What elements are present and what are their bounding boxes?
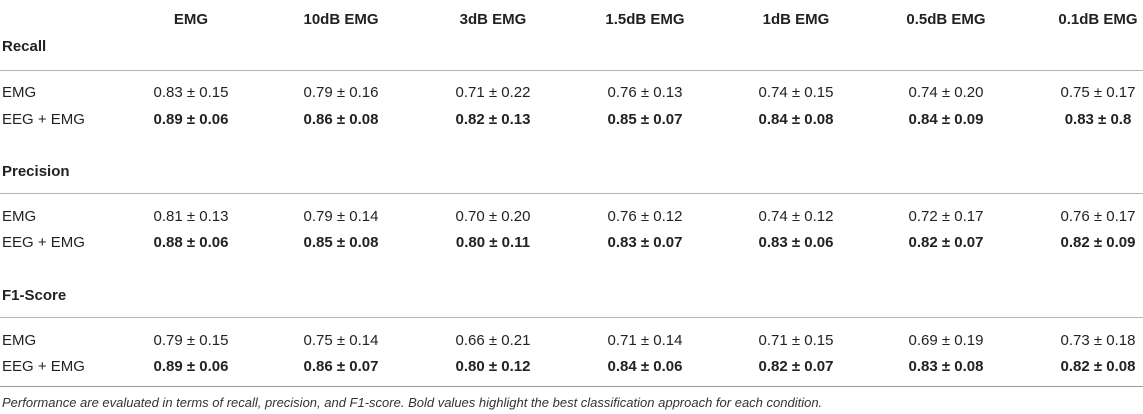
cell-precision-eeg-emg-5: 0.83 ± 0.06 [758, 234, 834, 251]
row-label-recall-eeg-emg: EEG + EMG [2, 111, 85, 128]
cell-f1-emg-7: 0.73 ± 0.18 [1060, 332, 1136, 349]
cell-precision-emg-7: 0.76 ± 0.17 [1060, 208, 1136, 225]
cell-recall-eeg-emg-5: 0.84 ± 0.08 [758, 111, 834, 128]
section-title-recall: Recall [2, 38, 47, 55]
divider-recall [0, 70, 1143, 71]
cell-recall-emg-1: 0.83 ± 0.15 [153, 84, 229, 101]
cell-precision-eeg-emg-6: 0.82 ± 0.07 [908, 234, 984, 251]
cell-f1-emg-1: 0.79 ± 0.15 [153, 332, 229, 349]
col-header-1db-emg: 1dB EMG [762, 11, 830, 28]
cell-f1-emg-4: 0.71 ± 0.14 [607, 332, 683, 349]
row-label-precision-eeg-emg: EEG + EMG [2, 234, 85, 251]
cell-precision-eeg-emg-4: 0.83 ± 0.07 [607, 234, 683, 251]
cell-recall-emg-4: 0.76 ± 0.13 [607, 84, 683, 101]
row-label-recall-emg: EMG [2, 84, 37, 101]
col-header-emg: EMG [173, 11, 209, 28]
col-header-3db-emg: 3dB EMG [459, 11, 527, 28]
cell-precision-eeg-emg-2: 0.85 ± 0.08 [303, 234, 379, 251]
cell-f1-eeg-emg-6: 0.83 ± 0.08 [908, 358, 984, 375]
cell-precision-eeg-emg-7: 0.82 ± 0.09 [1060, 234, 1136, 251]
cell-recall-emg-5: 0.74 ± 0.15 [758, 84, 834, 101]
cell-recall-eeg-emg-2: 0.86 ± 0.08 [303, 111, 379, 128]
table-caption: Performance are evaluated in terms of re… [2, 395, 823, 410]
cell-recall-emg-2: 0.79 ± 0.16 [303, 84, 379, 101]
col-header-10db-emg: 10dB EMG [303, 11, 379, 28]
cell-precision-emg-2: 0.79 ± 0.14 [303, 208, 379, 225]
cell-f1-eeg-emg-4: 0.84 ± 0.06 [607, 358, 683, 375]
cell-precision-eeg-emg-3: 0.80 ± 0.11 [455, 234, 531, 251]
cell-f1-eeg-emg-1: 0.89 ± 0.06 [153, 358, 229, 375]
cell-recall-eeg-emg-7: 0.83 ± 0.8 [1064, 111, 1132, 128]
cell-precision-emg-1: 0.81 ± 0.13 [153, 208, 229, 225]
cell-f1-emg-5: 0.71 ± 0.15 [758, 332, 834, 349]
row-label-f1-eeg-emg: EEG + EMG [2, 358, 85, 375]
cell-f1-emg-2: 0.75 ± 0.14 [303, 332, 379, 349]
cell-precision-emg-5: 0.74 ± 0.12 [758, 208, 834, 225]
row-label-precision-emg: EMG [2, 208, 37, 225]
cell-recall-eeg-emg-1: 0.89 ± 0.06 [153, 111, 229, 128]
cell-precision-emg-6: 0.72 ± 0.17 [908, 208, 984, 225]
cell-recall-emg-6: 0.74 ± 0.20 [908, 84, 984, 101]
cell-f1-eeg-emg-5: 0.82 ± 0.07 [758, 358, 834, 375]
cell-precision-emg-3: 0.70 ± 0.20 [455, 208, 531, 225]
cell-precision-eeg-emg-1: 0.88 ± 0.06 [153, 234, 229, 251]
cell-f1-eeg-emg-2: 0.86 ± 0.07 [303, 358, 379, 375]
col-header-1-5db-emg: 1.5dB EMG [605, 11, 685, 28]
cell-f1-eeg-emg-7: 0.82 ± 0.08 [1060, 358, 1136, 375]
cell-f1-emg-6: 0.69 ± 0.19 [908, 332, 984, 349]
cell-recall-emg-7: 0.75 ± 0.17 [1060, 84, 1136, 101]
section-title-precision: Precision [2, 163, 70, 180]
table-bottom-rule [0, 386, 1143, 387]
cell-f1-eeg-emg-3: 0.80 ± 0.12 [455, 358, 531, 375]
divider-f1-score [0, 317, 1143, 318]
row-label-f1-emg: EMG [2, 332, 37, 349]
cell-precision-emg-4: 0.76 ± 0.12 [607, 208, 683, 225]
cell-f1-emg-3: 0.66 ± 0.21 [455, 332, 531, 349]
cell-recall-emg-3: 0.71 ± 0.22 [455, 84, 531, 101]
cell-recall-eeg-emg-3: 0.82 ± 0.13 [455, 111, 531, 128]
col-header-0-1db-emg: 0.1dB EMG [1058, 11, 1138, 28]
cell-recall-eeg-emg-6: 0.84 ± 0.09 [908, 111, 984, 128]
cell-recall-eeg-emg-4: 0.85 ± 0.07 [607, 111, 683, 128]
col-header-0-5db-emg: 0.5dB EMG [906, 11, 986, 28]
section-title-f1-score: F1-Score [2, 287, 67, 304]
divider-precision [0, 193, 1143, 194]
